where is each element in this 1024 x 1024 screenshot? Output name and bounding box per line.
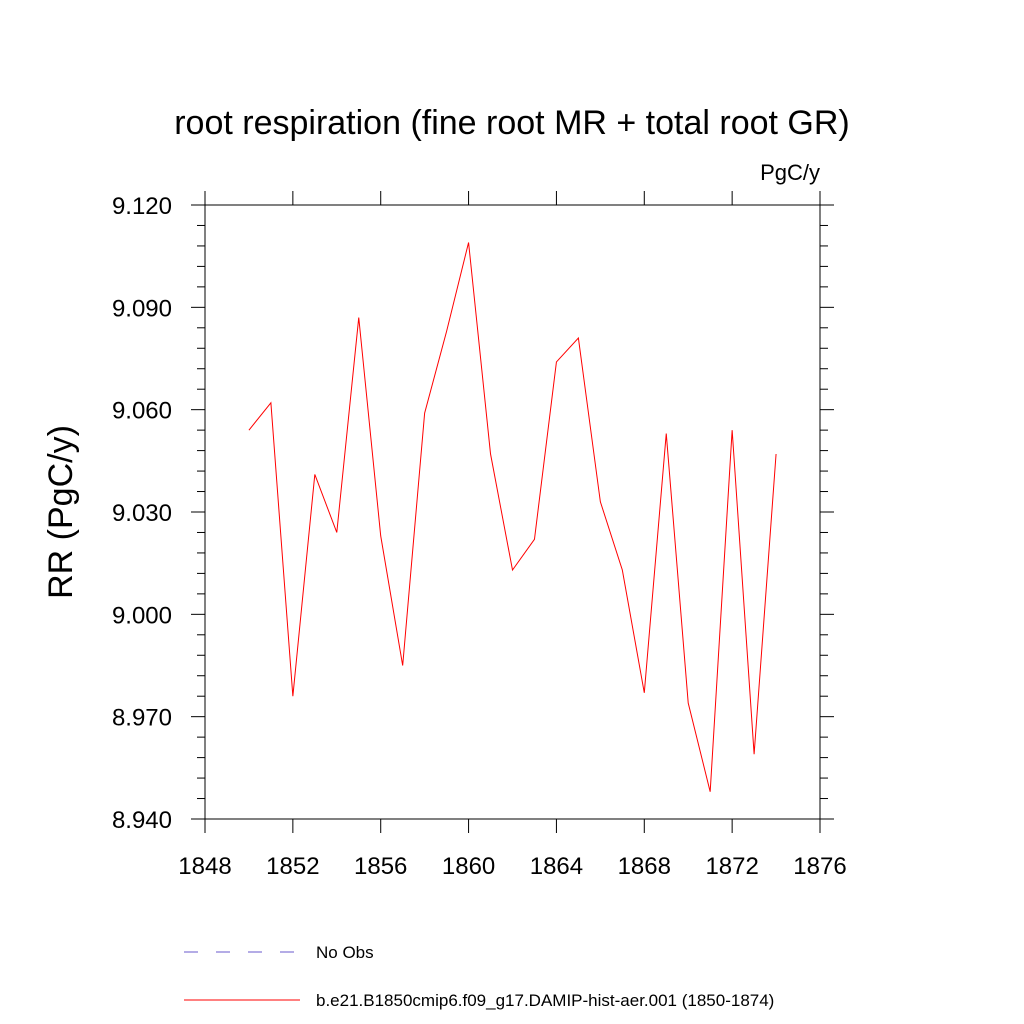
y-tick-label: 9.030 [112, 500, 172, 527]
y-tick-label: 9.000 [112, 602, 172, 629]
x-tick-label: 1848 [178, 853, 231, 880]
x-tick-label: 1856 [354, 853, 407, 880]
legend-label: No Obs [316, 943, 374, 962]
x-tick-label: 1852 [266, 853, 319, 880]
x-axis-ticks: 1848 1852 1856 1860 1864 1868 1872 1876 [178, 191, 847, 880]
x-tick-label: 1876 [793, 853, 846, 880]
legend-label: b.e21.B1850cmip6.f09_g17.DAMIP-hist-aer.… [316, 991, 774, 1010]
y-tick-label: 8.940 [112, 807, 172, 834]
plot-frame [204, 204, 821, 820]
y-tick-label: 9.060 [112, 398, 172, 425]
y-tick-label: 9.120 [112, 193, 172, 220]
x-tick-label: 1860 [442, 853, 495, 880]
series-line [248, 242, 777, 792]
y-tick-label: 8.970 [112, 705, 172, 732]
series-group [248, 242, 777, 792]
y-axis-label: RR (PgC/y) [42, 425, 80, 599]
x-tick-label: 1872 [705, 853, 758, 880]
y-axis-ticks: 8.940 8.970 9.000 9.030 9.060 9.090 9.120 [112, 193, 834, 834]
x-tick-label: 1864 [530, 853, 583, 880]
legend: No Obs b.e21.B1850cmip6.f09_g17.DAMIP-his… [184, 943, 774, 1010]
chart-title: root respiration (fine root MR + total r… [174, 104, 850, 142]
y-tick-label: 9.090 [112, 295, 172, 322]
units-label: PgC/y [760, 160, 820, 185]
x-tick-label: 1868 [618, 853, 671, 880]
